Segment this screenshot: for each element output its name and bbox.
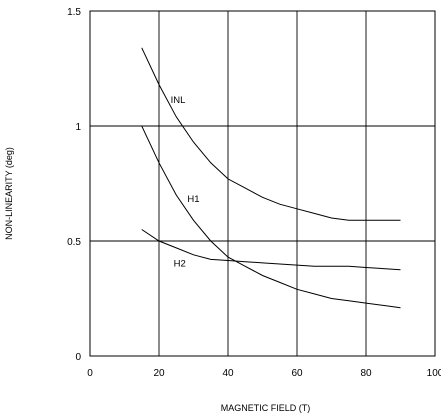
- y-tick-label: 1.5: [67, 7, 81, 18]
- x-tick-label: 80: [360, 368, 372, 379]
- x-tick-label: 20: [153, 368, 165, 379]
- plot-frame: [89, 10, 436, 357]
- series-label-h2: H2: [174, 258, 186, 269]
- series-line-h1: [141, 125, 401, 309]
- x-tick-label: 0: [87, 368, 93, 379]
- y-tick-label: 0.5: [67, 237, 81, 248]
- x-tick-label: 60: [291, 368, 303, 379]
- y-tick-label: 1: [75, 122, 81, 133]
- series-line-h2: [141, 229, 401, 271]
- series-label-h1: H1: [187, 194, 199, 205]
- x-tick-label: 40: [222, 368, 234, 379]
- x-tick-label: 100: [427, 368, 441, 379]
- y-axis-label: NON-LINEARITY (deg): [4, 147, 14, 240]
- series-layer: INL H1 H2: [141, 47, 401, 309]
- series-label-inl: INL: [171, 95, 186, 106]
- x-axis-label: MAGNETIC FIELD (T): [221, 403, 311, 413]
- y-tick-label: 0: [75, 352, 81, 363]
- series-line-inl: [141, 47, 401, 221]
- tick-labels: 0 20 40 60 80 100 0 0.5 1 1.5: [67, 7, 441, 379]
- grid: [90, 11, 435, 356]
